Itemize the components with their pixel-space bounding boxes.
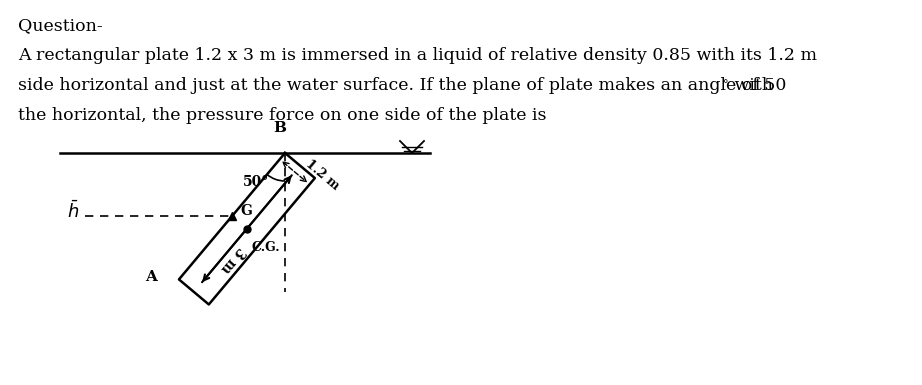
Text: the horizontal, the pressure force on one side of the plate is: the horizontal, the pressure force on on…	[18, 107, 547, 124]
Text: $\bar{h}$: $\bar{h}$	[67, 200, 79, 222]
Text: B: B	[274, 121, 287, 135]
Text: with: with	[729, 77, 773, 94]
Text: Question-: Question-	[18, 17, 102, 34]
Text: G: G	[240, 204, 252, 218]
Text: 3 m: 3 m	[218, 244, 247, 276]
Text: side horizontal and just at the water surface. If the plane of plate makes an an: side horizontal and just at the water su…	[18, 77, 786, 94]
Text: °: °	[723, 80, 728, 90]
Text: 50°: 50°	[243, 175, 269, 189]
Text: A rectangular plate 1.2 x 3 m is immersed in a liquid of relative density 0.85 w: A rectangular plate 1.2 x 3 m is immerse…	[18, 47, 817, 64]
Text: C.G.: C.G.	[252, 241, 280, 254]
Text: 1.2 m: 1.2 m	[302, 157, 341, 192]
Text: A: A	[145, 270, 157, 285]
